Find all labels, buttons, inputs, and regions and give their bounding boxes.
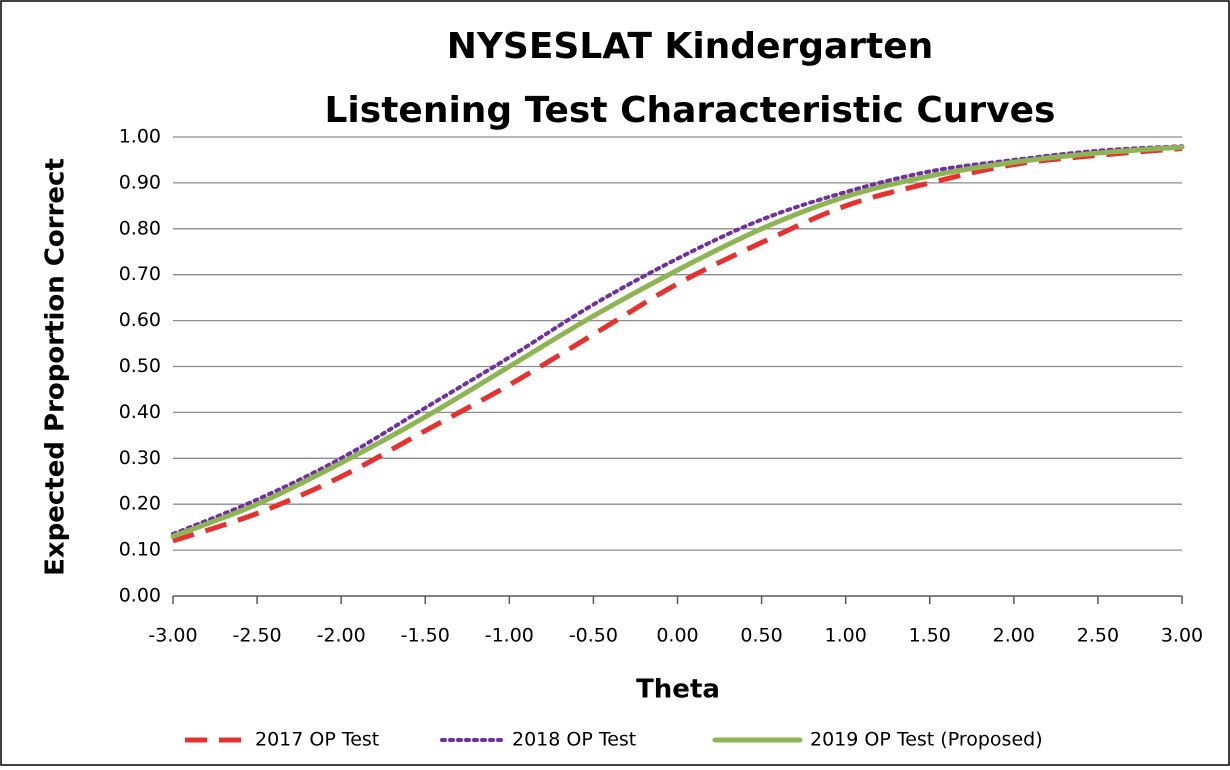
y-tick-label: 1.00 xyxy=(119,126,161,148)
x-tick-label: -0.50 xyxy=(569,625,618,647)
chart-title: NYSESLAT Kindergarten xyxy=(447,26,934,67)
x-tick-label: -1.00 xyxy=(485,625,534,647)
legend-label: 2019 OP Test (Proposed) xyxy=(810,729,1043,751)
y-tick-label: 0.40 xyxy=(119,401,161,423)
y-tick-label: 0.10 xyxy=(119,539,161,561)
legend-label: 2018 OP Test xyxy=(512,729,636,751)
x-tick-label: 1.50 xyxy=(909,625,951,647)
x-tick-label: 0.00 xyxy=(656,625,698,647)
x-tick-label: 0.50 xyxy=(740,625,782,647)
y-tick-label: 0.50 xyxy=(119,355,161,377)
chart-title: Listening Test Characteristic Curves xyxy=(324,90,1055,131)
x-tick-label: -1.50 xyxy=(401,625,450,647)
x-tick-label: 3.00 xyxy=(1161,625,1203,647)
y-tick-label: 0.60 xyxy=(119,309,161,331)
x-tick-label: 2.00 xyxy=(993,625,1035,647)
y-tick-label: 0.70 xyxy=(119,263,161,285)
x-tick-label: -3.00 xyxy=(148,625,197,647)
x-tick-label: 1.00 xyxy=(825,625,867,647)
x-tick-label: 2.50 xyxy=(1077,625,1119,647)
line-series xyxy=(170,144,1185,539)
y-tick-label: 0.30 xyxy=(119,447,161,469)
y-tick-label: 0.20 xyxy=(119,493,161,515)
legend-label: 2017 OP Test xyxy=(255,729,379,751)
x-tick-label: -2.50 xyxy=(232,625,281,647)
x-tick-label: -2.00 xyxy=(317,625,366,647)
y-axis-title: Expected Proportion Correct xyxy=(41,158,71,576)
x-axis-title: Theta xyxy=(636,675,720,705)
y-tick-label: 0.80 xyxy=(119,217,161,239)
y-tick-label: 0.00 xyxy=(119,585,161,607)
y-tick-label: 0.90 xyxy=(119,171,161,193)
